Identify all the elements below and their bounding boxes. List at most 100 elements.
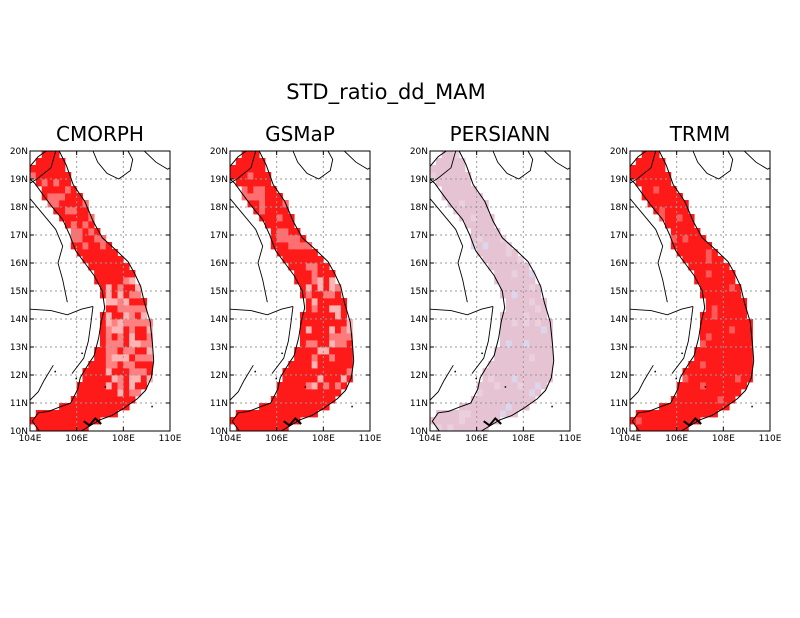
grid-cell <box>729 340 736 348</box>
grid-cell <box>540 347 548 355</box>
lat-tick-label: 11N <box>410 399 428 409</box>
grid-cell <box>676 221 683 229</box>
grid-cell <box>635 424 643 431</box>
grid-cell <box>88 389 95 397</box>
grid-cell <box>94 263 101 271</box>
grid-cell <box>59 179 66 187</box>
grid-cell <box>723 375 730 383</box>
grid-cell <box>717 382 724 390</box>
grid-cell <box>105 305 113 313</box>
grid-cell <box>676 228 683 236</box>
island <box>275 377 277 380</box>
grid-cell <box>282 410 289 418</box>
grid-cell <box>517 305 524 313</box>
grid-cell <box>476 200 483 208</box>
border-line <box>71 306 94 374</box>
grid-cell <box>335 354 342 362</box>
grid-cell <box>276 200 283 208</box>
grid-cell <box>300 256 307 264</box>
grid-cell <box>76 249 83 257</box>
grid-cell <box>746 375 753 383</box>
grid-cell <box>129 312 136 320</box>
grid-cell <box>311 403 318 411</box>
grid-cell <box>746 326 753 334</box>
grid-cell <box>688 396 695 404</box>
grid-cell <box>688 221 695 229</box>
grid-cell <box>717 333 724 341</box>
grid-cell <box>653 410 660 418</box>
grid-cell <box>329 368 336 376</box>
grid-cell <box>705 284 713 292</box>
lat-tick-label: 14N <box>410 315 428 325</box>
grid-cell <box>735 333 742 341</box>
grid-cell <box>665 200 672 208</box>
island <box>654 370 656 373</box>
grid-cell <box>117 389 124 397</box>
grid-cell <box>59 410 66 418</box>
grid-cell <box>59 186 66 194</box>
grid-cell <box>288 368 295 376</box>
coastline <box>630 151 755 431</box>
grid-cell <box>300 284 307 292</box>
grid-cell <box>253 410 260 418</box>
grid-cell <box>100 263 107 271</box>
grid-cell <box>105 403 113 411</box>
lat-tick-label: 20N <box>10 147 28 157</box>
grid-cell <box>500 319 507 327</box>
grid-cell <box>117 319 124 327</box>
grid-cell <box>441 151 448 159</box>
grid-cell <box>505 305 513 313</box>
lat-tick-label: 17N <box>410 231 428 241</box>
grid-cell <box>88 256 95 264</box>
grid-cell <box>465 214 472 222</box>
grid-cell <box>659 193 666 201</box>
grid-cell <box>517 263 524 271</box>
island <box>351 405 353 408</box>
grid-cell <box>317 361 324 369</box>
grid-cell <box>700 270 707 278</box>
grid-cell <box>494 235 501 243</box>
lon-tick-label: 108E <box>512 434 535 444</box>
grid-cell <box>717 319 724 327</box>
lat-tick-label: 14N <box>10 315 28 325</box>
grid-cell <box>235 158 243 166</box>
grid-cell <box>711 277 718 285</box>
grid-cell <box>288 221 295 229</box>
grid-cell <box>270 424 278 431</box>
grid-cell <box>70 214 78 222</box>
grid-cell <box>505 298 513 306</box>
grid-cell <box>535 389 542 397</box>
grid-cell <box>705 319 713 327</box>
grid-cell <box>647 424 654 431</box>
grid-cell <box>523 277 530 285</box>
grid-cell <box>735 291 742 299</box>
grid-cell <box>694 270 701 278</box>
grid-cell <box>705 361 713 369</box>
grid-cell <box>65 221 72 229</box>
grid-cell <box>647 200 654 208</box>
grid-cell <box>511 389 518 397</box>
grid-cell <box>676 242 683 250</box>
grid-cell <box>435 165 443 173</box>
grid-cell <box>259 417 266 425</box>
grid-cell <box>465 403 472 411</box>
grid-cell <box>694 249 701 257</box>
grid-cell <box>111 305 118 313</box>
lon-tick-label: 110E <box>559 434 582 444</box>
grid-cell <box>323 319 330 327</box>
grid-cell <box>117 403 124 411</box>
grid-cell <box>105 312 113 320</box>
grid-cell <box>540 340 548 348</box>
grid-cell <box>140 319 148 327</box>
grid-cell <box>682 389 689 397</box>
grid-cell <box>535 347 542 355</box>
grid-cell <box>117 305 124 313</box>
lat-tick-label: 11N <box>610 399 628 409</box>
grid-cell <box>711 340 718 348</box>
grid-cell <box>659 158 666 166</box>
grid-cell <box>305 319 313 327</box>
grid-cell <box>117 256 124 264</box>
island <box>75 377 77 380</box>
grid-cell <box>494 361 501 369</box>
